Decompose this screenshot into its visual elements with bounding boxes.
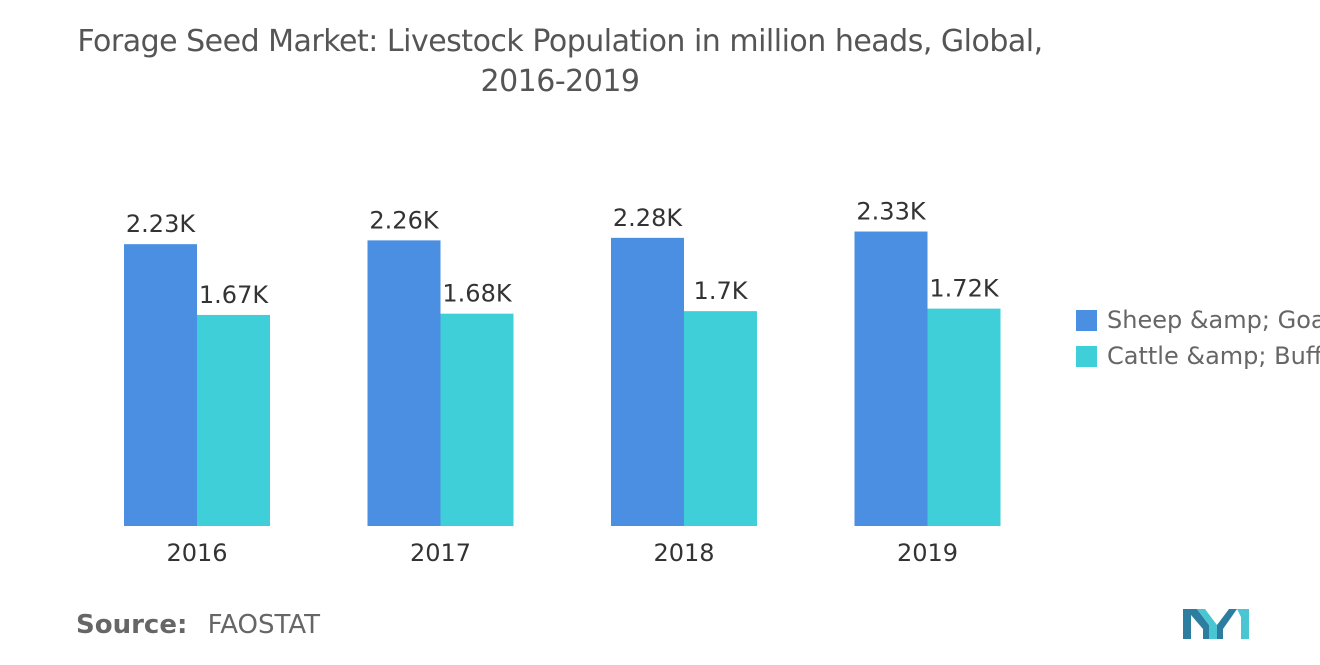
data-label-2016-series-1: 2.23K <box>126 210 196 238</box>
legend-label-series-1: Sheep &amp; Goats <box>1107 306 1320 334</box>
data-label-2016-series-2: 1.67K <box>199 281 269 309</box>
bar-2019-series-2[interactable] <box>927 308 1001 526</box>
bar-chart: 2.23K 1.67K 2016 2.26K 1.68K 2017 2.28K 1.7K 201… <box>124 198 1001 567</box>
source-label: Source: <box>76 610 188 640</box>
legend-swatch-series-2 <box>1076 345 1097 367</box>
data-label-2017-series-2: 1.68K <box>442 280 512 308</box>
bar-2016-series-2[interactable] <box>197 314 270 526</box>
legend-item-cattle-buffaloes[interactable]: Cattle &amp; Buffaloes <box>1076 338 1320 374</box>
data-label-2019-series-1: 2.33K <box>856 198 926 226</box>
x-tick-label-2019: 2019 <box>897 539 958 567</box>
bar-2017-series-1[interactable] <box>367 240 441 526</box>
x-tick-label-2017: 2017 <box>410 539 471 567</box>
data-label-2018-series-1: 2.28K <box>613 204 683 232</box>
data-label-2017-series-1: 2.26K <box>369 206 439 234</box>
chart-title-line-1: Forage Seed Market: Livestock Population… <box>77 24 1043 59</box>
bar-2017-series-2[interactable] <box>440 313 514 526</box>
chart-legend: Sheep &amp; Goats Cattle &amp; Buffaloes <box>1076 302 1320 374</box>
bar-2018-series-1[interactable] <box>611 237 684 526</box>
data-label-2019-series-2: 1.72K <box>929 275 999 303</box>
x-tick-label-2018: 2018 <box>653 539 714 567</box>
x-tick-label-2016: 2016 <box>166 539 227 567</box>
legend-item-sheep-goats[interactable]: Sheep &amp; Goats <box>1076 302 1320 338</box>
chart-title: Forage Seed Market: Livestock Population… <box>60 22 1060 102</box>
data-label-2018-series-2: 1.7K <box>694 277 749 305</box>
legend-swatch-series-1 <box>1076 309 1097 331</box>
mordor-logo-icon <box>1183 609 1249 639</box>
source-note: Source: FAOSTAT <box>76 610 320 640</box>
bar-2018-series-2[interactable] <box>684 311 757 526</box>
bar-2016-series-1[interactable] <box>124 244 197 527</box>
bar-2019-series-1[interactable] <box>854 231 928 526</box>
source-value: FAOSTAT <box>207 610 321 640</box>
legend-label-series-2: Cattle &amp; Buffaloes <box>1107 342 1320 370</box>
chart-title-line-2: 2016-2019 <box>480 64 640 99</box>
